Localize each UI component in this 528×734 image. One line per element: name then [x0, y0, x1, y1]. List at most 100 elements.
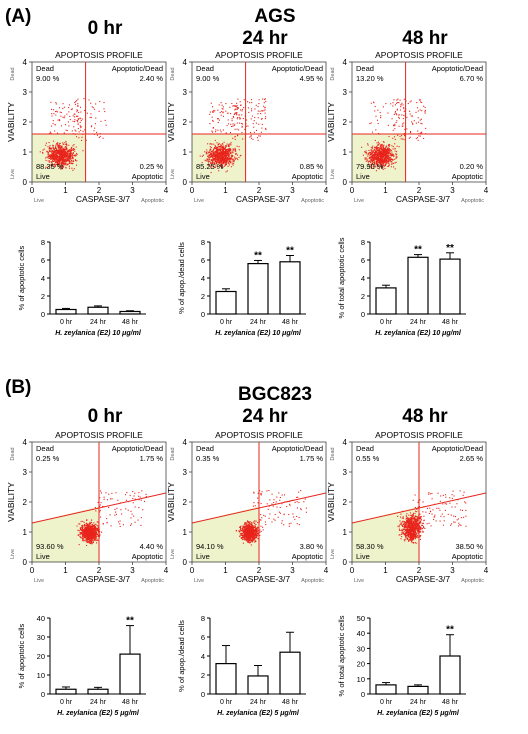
- bar: [247, 262, 269, 315]
- x-tick-label: 24 hr: [410, 699, 427, 706]
- quadrant-live-label: Live: [196, 172, 210, 181]
- panel-a-time-2: 48 hr: [402, 28, 448, 49]
- bar: [407, 256, 429, 315]
- y-tick-label: 4: [183, 438, 188, 447]
- x-tick-label: 1: [223, 566, 228, 575]
- quadrant-dead-label: Dead: [196, 64, 214, 73]
- y-tick-label: 0: [343, 178, 348, 187]
- y-tick-label: 1: [343, 528, 348, 537]
- y-tick-label: 40: [357, 629, 365, 638]
- quadrant-dead-label: Dead: [196, 444, 214, 453]
- x-tick-label: 48 hr: [442, 319, 459, 326]
- panel-b-cell-line: BGC823: [238, 384, 312, 405]
- bar: [215, 290, 237, 315]
- quadrant-dead-value: 9.00 %: [196, 74, 220, 83]
- quadrant-live-label: Live: [196, 552, 210, 561]
- y-tick-label: 0: [361, 690, 365, 699]
- x-live-label: Live: [194, 578, 204, 584]
- panel-a-letter: (A): [5, 6, 32, 27]
- x-apoptotic-label: Apoptotic: [301, 198, 324, 204]
- quadrant-live-value: 58.30 %: [356, 542, 384, 551]
- bar: [375, 684, 397, 695]
- x-apoptotic-label: Apoptotic: [461, 578, 484, 584]
- quadrant-apoptotic-value: 4.40 %: [140, 542, 164, 551]
- x-live-label: Live: [354, 578, 364, 584]
- x-apoptotic-label: Apoptotic: [141, 578, 164, 584]
- quadrant-live-label: Live: [36, 552, 50, 561]
- bar: [439, 258, 461, 315]
- y-axis-label: % of apop./dead cells: [177, 620, 186, 692]
- panel-b-time-1: 24 hr: [242, 406, 288, 427]
- quadrant-live-label: Live: [356, 172, 370, 181]
- quadrant-apopdead-value: 4.95 %: [300, 74, 324, 83]
- y-tick-label: 8: [201, 238, 205, 247]
- y-tick-label: 1: [183, 528, 188, 537]
- profile-title: APOPTOSIS PROFILE: [215, 50, 303, 60]
- x-tick-label: 2: [257, 186, 262, 195]
- y-tick-label: 0: [183, 178, 188, 187]
- quadrant-apoptotic-value: 0.25 %: [140, 162, 164, 171]
- x-tick-label: 0: [190, 186, 195, 195]
- x-tick-label: 0: [190, 566, 195, 575]
- y-tick-label: 8: [41, 238, 45, 247]
- panel-b-time-2: 48 hr: [402, 406, 448, 427]
- live-region: [32, 506, 99, 562]
- quadrant-apopdead-label: Apoptotic/Dead: [272, 444, 323, 453]
- bar: [55, 688, 77, 695]
- quadrant-apoptotic-value: 3.80 %: [300, 542, 324, 551]
- quadrant-dead-label: Dead: [36, 444, 54, 453]
- y-tick-label: 0: [23, 558, 28, 567]
- quadrant-dead-label: Dead: [36, 64, 54, 73]
- bar: [55, 308, 77, 315]
- y-tick-label: 4: [201, 652, 205, 661]
- x-tick-label: 0 hr: [60, 319, 73, 326]
- significance-label: **: [254, 250, 262, 261]
- y-tick-label: 2: [343, 498, 348, 507]
- significance-label: **: [446, 243, 454, 254]
- quadrant-live-value: 93.60 %: [36, 542, 64, 551]
- x-apoptotic-label: Apoptotic: [461, 198, 484, 204]
- x-tick-label: 2: [417, 186, 422, 195]
- y-tick-label: 1: [23, 528, 28, 537]
- significance-label: **: [414, 245, 422, 256]
- quadrant-live-value: 94.10 %: [196, 542, 224, 551]
- bar-chart-b-2: 0 10 20 30 40 50 0 hr 24 hr 48 hr ** H. zeylanica …: [337, 614, 466, 717]
- x-tick-label: 1: [223, 186, 228, 195]
- quadrant-live-value: 88.35 %: [36, 162, 64, 171]
- x-tick-label: 3: [130, 566, 135, 575]
- x-tick-label: 24 hr: [250, 699, 267, 706]
- x-axis-label: CASPASE-3/7: [76, 574, 130, 584]
- quadrant-dead-value: 0.25 %: [36, 454, 60, 463]
- x-tick-label: 48 hr: [122, 699, 139, 706]
- y-tick-label: 0: [201, 690, 205, 699]
- live-region: [352, 506, 419, 562]
- x-tick-label: 0 hr: [220, 319, 233, 326]
- y-tick-label: 4: [23, 58, 28, 67]
- x-tick-label: 24 hr: [90, 699, 107, 706]
- bar: [215, 662, 237, 695]
- x-axis-label: CASPASE-3/7: [396, 574, 450, 584]
- panel-a-time-0: 0 hr: [87, 18, 123, 39]
- event-dots: [199, 98, 267, 174]
- bar: [87, 688, 109, 695]
- x-live-label: Live: [34, 578, 44, 584]
- x-axis-label: CASPASE-3/7: [236, 194, 290, 204]
- x-axis-label: H. zeylanica (E2) 10 μg/ml: [215, 330, 302, 337]
- x-tick-label: 48 hr: [442, 699, 459, 706]
- y-tick-label: 0: [343, 558, 348, 567]
- y-tick-label: 4: [343, 438, 348, 447]
- x-tick-label: 2: [97, 566, 102, 575]
- x-live-label: Live: [354, 198, 364, 204]
- x-tick-label: 3: [450, 186, 455, 195]
- profile-title: APOPTOSIS PROFILE: [215, 430, 303, 440]
- y-tick-label: 6: [201, 256, 205, 265]
- bar: [407, 685, 429, 695]
- quadrant-live-value: 79.90 %: [356, 162, 384, 171]
- quadrant-apopdead-value: 1.75 %: [140, 454, 164, 463]
- x-tick-label: 3: [290, 186, 295, 195]
- quadrant-live-label: Live: [356, 552, 370, 561]
- x-apoptotic-label: Apoptotic: [301, 578, 324, 584]
